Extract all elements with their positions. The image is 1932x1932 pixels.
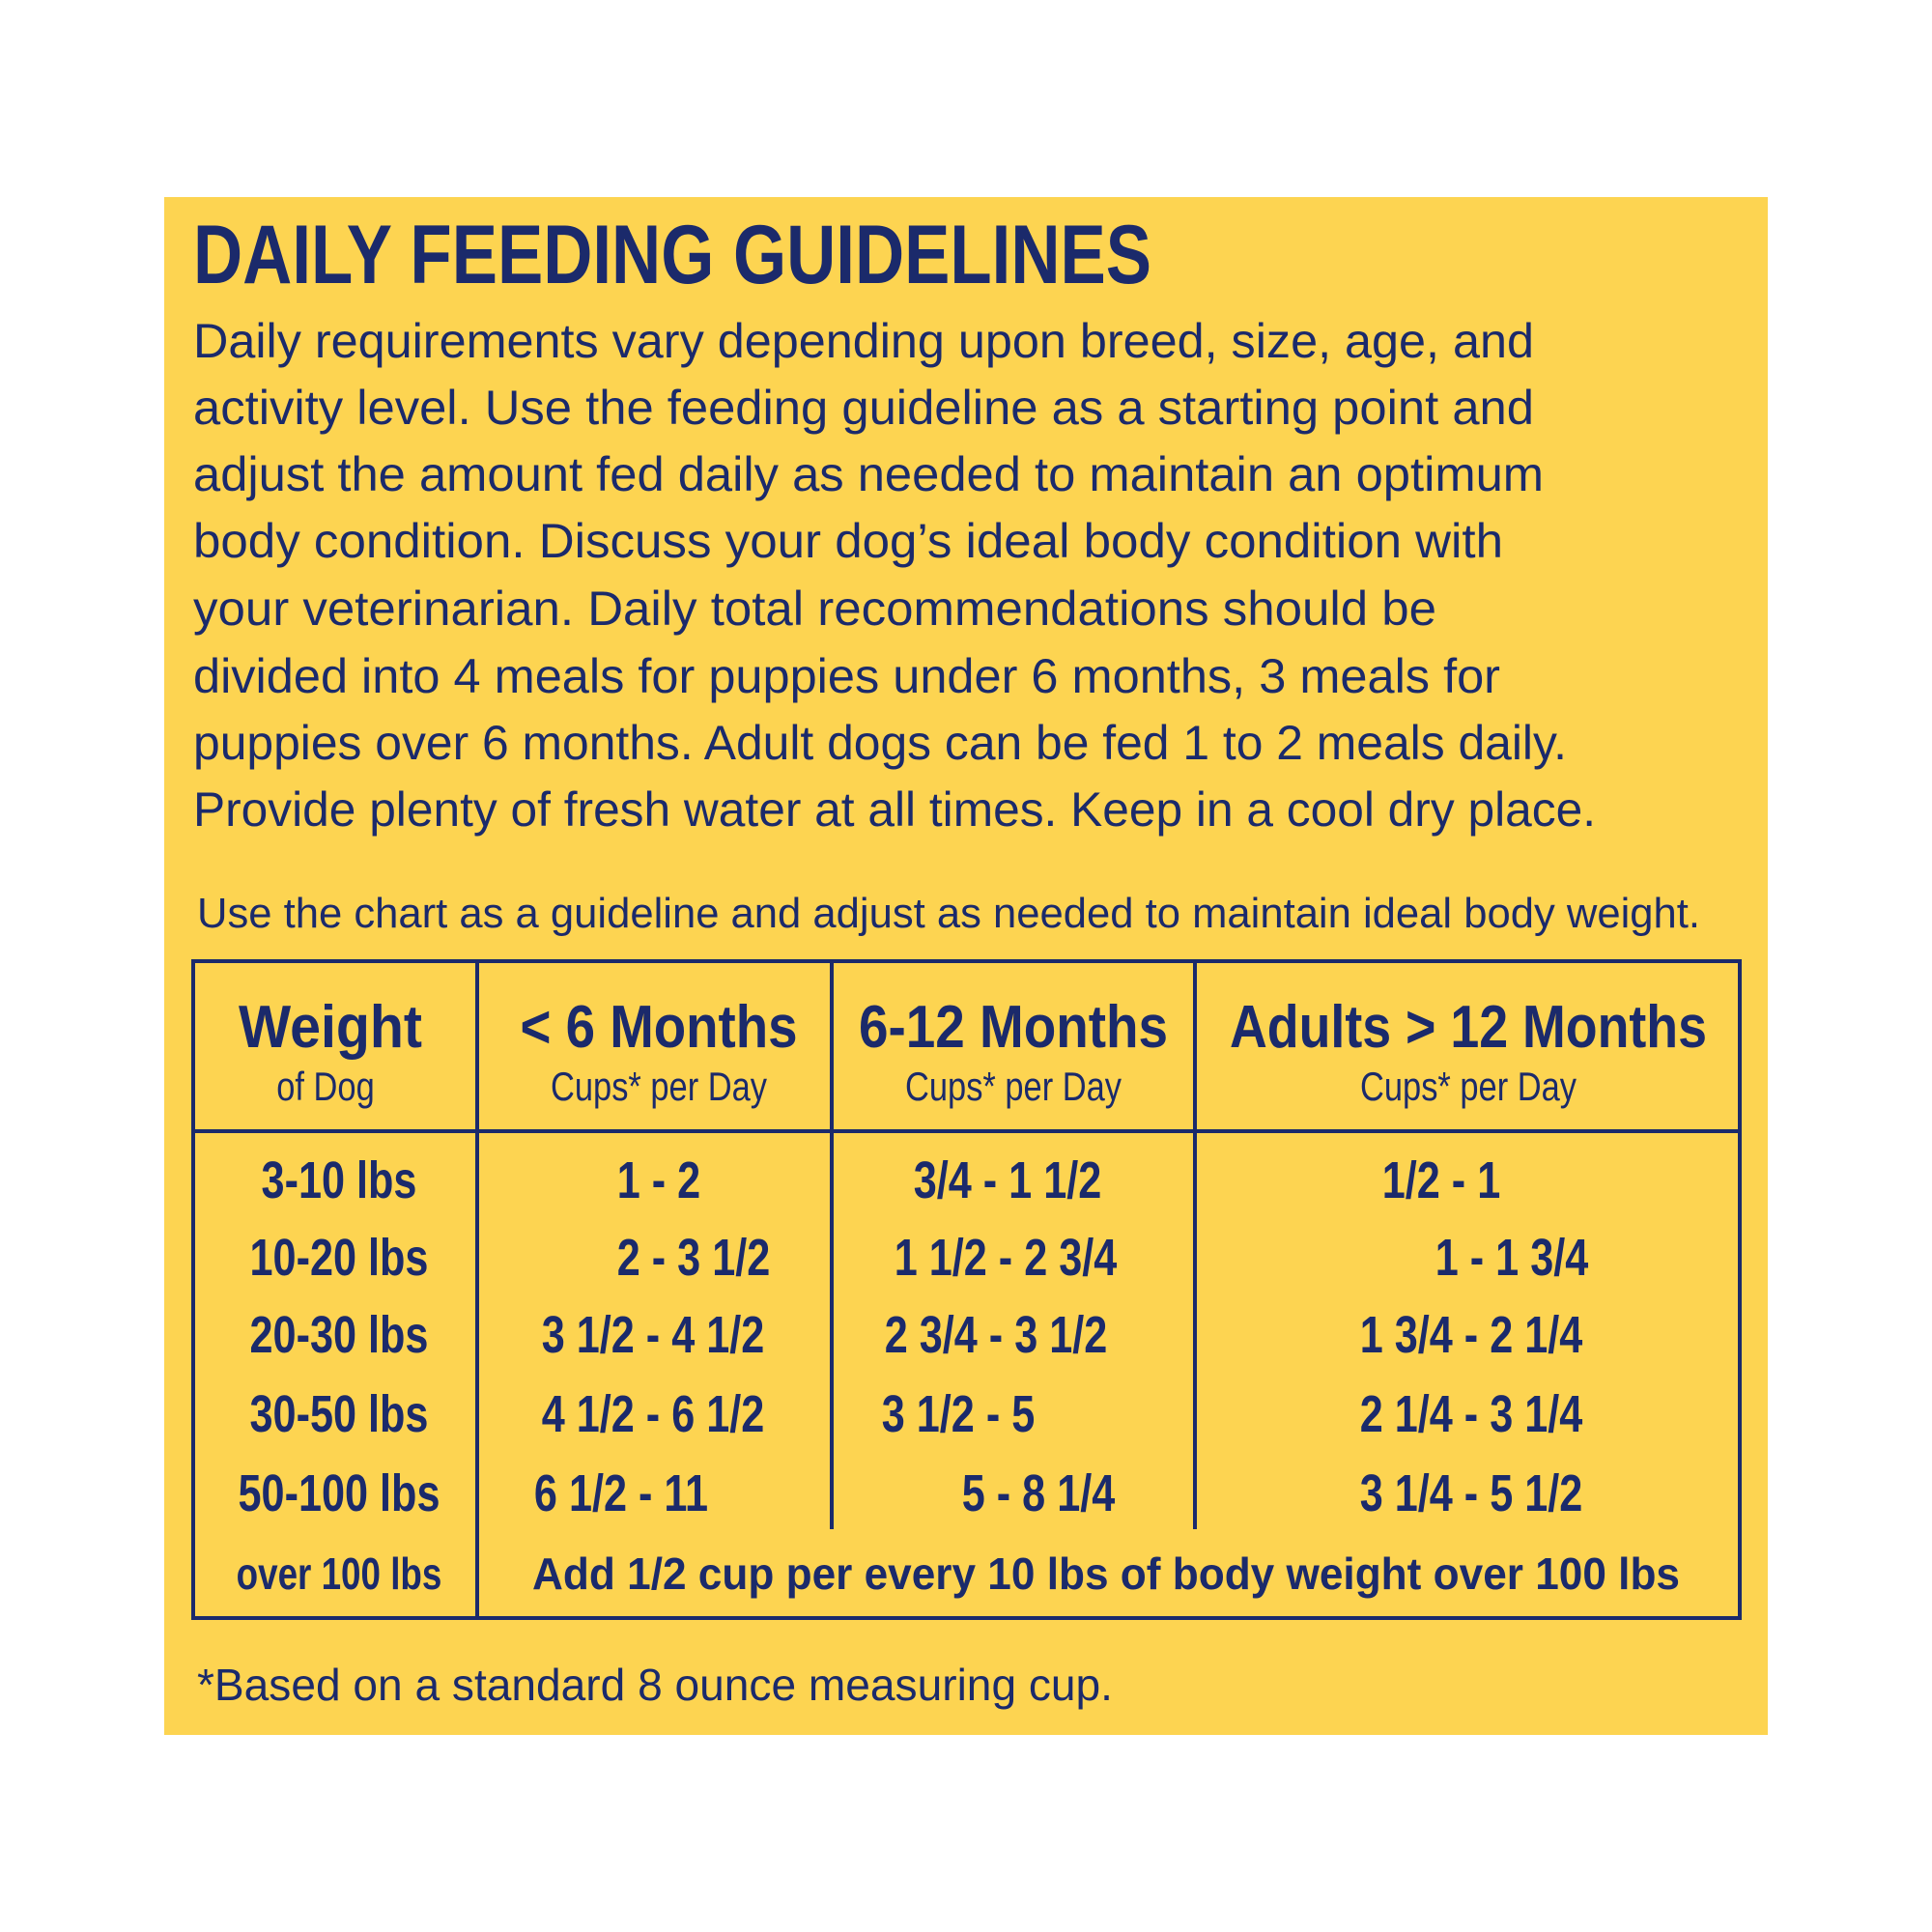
header-subtitle: Cups* per Day bbox=[905, 1064, 1122, 1109]
amount-cell: 5 - 8 1/4 bbox=[962, 1464, 1116, 1522]
span-cell: Add 1/2 cup per every 10 lbs of body wei… bbox=[532, 1548, 1680, 1599]
table-border bbox=[191, 959, 1742, 1620]
weight-cell: 30-50 lbs bbox=[250, 1385, 429, 1443]
header-subtitle: Cups* per Day bbox=[551, 1064, 767, 1109]
amount-cell: 1 1/2 - 2 3/4 bbox=[895, 1229, 1118, 1287]
amount-cell: 1/2 - 1 bbox=[1382, 1151, 1500, 1209]
header-title: Adults > 12 Months bbox=[1230, 994, 1707, 1061]
amount-cell: 3 1/2 - 4 1/2 bbox=[542, 1306, 765, 1364]
amount-cell: 3 1/2 - 5 bbox=[882, 1385, 1036, 1443]
header-subtitle: Cups* per Day bbox=[1360, 1064, 1577, 1109]
intro-line: your veterinarian. Daily total recommend… bbox=[193, 582, 1436, 636]
weight-cell: 10-20 lbs bbox=[250, 1229, 429, 1287]
intro-line: Provide plenty of fresh water at all tim… bbox=[193, 782, 1596, 837]
title: DAILY FEEDING GUIDELINES bbox=[193, 209, 1151, 301]
panel bbox=[164, 197, 1768, 1735]
amount-cell: 2 3/4 - 3 1/2 bbox=[885, 1306, 1108, 1364]
amount-cell: 6 1/2 - 11 bbox=[534, 1464, 708, 1522]
intro-line: divided into 4 meals for puppies under 6… bbox=[193, 649, 1500, 703]
intro-line: body condition. Discuss your dog’s ideal… bbox=[193, 514, 1503, 568]
amount-cell: 1 - 1 3/4 bbox=[1435, 1229, 1589, 1287]
amount-cell: 3 1/4 - 5 1/2 bbox=[1360, 1464, 1583, 1522]
amount-cell: 1 3/4 - 2 1/4 bbox=[1360, 1306, 1583, 1364]
amount-cell: 3/4 - 1 1/2 bbox=[914, 1151, 1102, 1209]
intro-line: activity level. Use the feeding guidelin… bbox=[193, 381, 1534, 435]
note: Use the chart as a guideline and adjust … bbox=[197, 890, 1700, 937]
amount-cell: 2 - 3 1/2 bbox=[617, 1229, 771, 1287]
header-title: 6-12 Months bbox=[859, 994, 1168, 1061]
amount-cell: 4 1/2 - 6 1/2 bbox=[542, 1385, 765, 1443]
header-title: Weight bbox=[239, 994, 422, 1061]
header-title: < 6 Months bbox=[521, 994, 798, 1061]
footnote: *Based on a standard 8 ounce measuring c… bbox=[197, 1660, 1113, 1710]
amount-cell: 1 - 2 bbox=[617, 1151, 700, 1209]
weight-cell: over 100 lbs bbox=[237, 1548, 442, 1599]
weight-cell: 20-30 lbs bbox=[250, 1306, 429, 1364]
intro-line: adjust the amount fed daily as needed to… bbox=[193, 447, 1544, 501]
weight-cell: 50-100 lbs bbox=[239, 1464, 440, 1522]
intro-line: puppies over 6 months. Adult dogs can be… bbox=[193, 716, 1567, 770]
amount-cell: 2 1/4 - 3 1/4 bbox=[1360, 1385, 1583, 1443]
header-subtitle: of Dog bbox=[276, 1064, 374, 1109]
weight-cell: 3-10 lbs bbox=[262, 1151, 417, 1209]
intro-line: Daily requirements vary depending upon b… bbox=[193, 314, 1534, 368]
